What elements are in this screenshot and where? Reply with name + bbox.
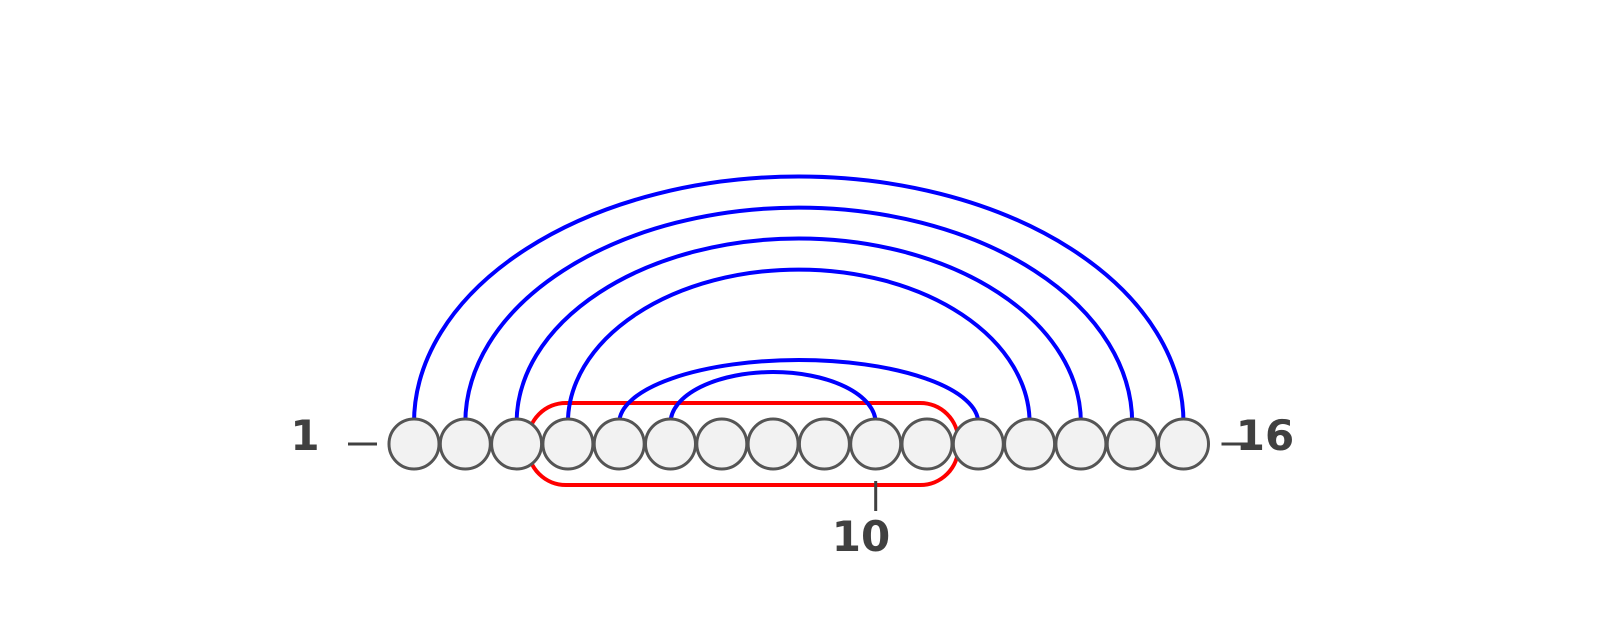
arc-3-14 (517, 239, 1081, 423)
arc-1-16 (414, 176, 1184, 423)
label-first-node: 1 (290, 411, 319, 460)
node-7 (697, 419, 747, 469)
arc-6-10 (671, 372, 876, 423)
node-16 (1159, 419, 1209, 469)
node-12 (953, 419, 1003, 469)
node-11 (902, 419, 952, 469)
node-6 (646, 419, 696, 469)
node-15 (1107, 419, 1157, 469)
label-marked-node: 10 (832, 512, 890, 561)
label-last-node: 16 (1236, 411, 1294, 460)
arc-4-13 (568, 270, 1030, 423)
arc-layer (414, 176, 1184, 423)
node-layer (389, 419, 1209, 469)
node-2 (440, 419, 490, 469)
node-13 (1005, 419, 1055, 469)
node-1 (389, 419, 439, 469)
node-4 (543, 419, 593, 469)
node-9 (799, 419, 849, 469)
node-8 (748, 419, 798, 469)
node-14 (1056, 419, 1106, 469)
node-3 (492, 419, 542, 469)
node-10 (851, 419, 901, 469)
node-5 (594, 419, 644, 469)
